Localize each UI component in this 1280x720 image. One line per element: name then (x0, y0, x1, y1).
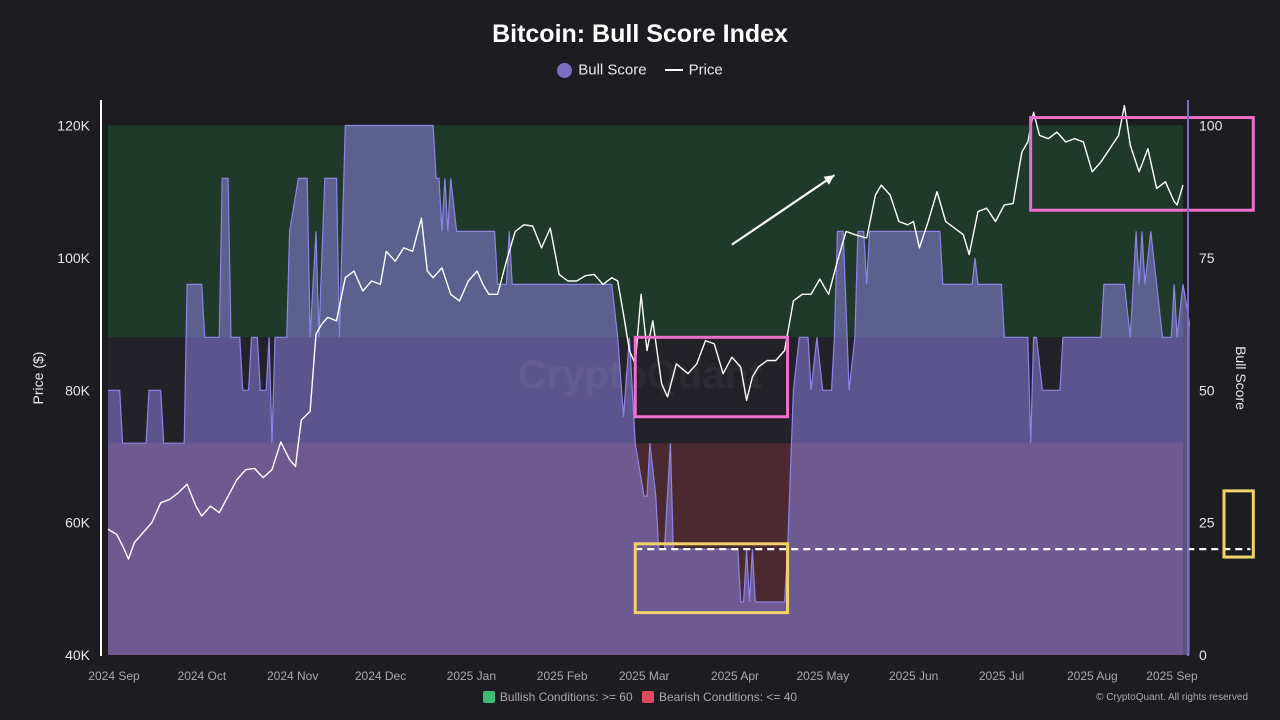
bull-score-line (108, 124, 1190, 603)
conditions-legend: Bullish Conditions: >= 60 Bearish Condit… (0, 689, 1280, 704)
highlight-box-pink-2 (1029, 116, 1255, 212)
highlight-box-yellow-1 (633, 542, 790, 615)
legend-price-label: Price (688, 61, 723, 79)
price-line (107, 104, 1184, 560)
copyright: © CryptoQuant. All rights reserved (1096, 692, 1248, 703)
y-right-tick-label: 100 (1199, 118, 1223, 134)
axes: 40K 60K 80K 100K 120K 0 25 50 75 100 2024 Sep 2024 … (57, 100, 1223, 683)
chart-title: Bitcoin: Bull Score Index (492, 20, 788, 48)
x-tick-label: 2025 Sep (1146, 669, 1198, 683)
y-axis-right-title: Bull Score (1233, 346, 1249, 410)
y-left-tick-label: 60K (65, 515, 91, 531)
y-axis-left-title: Price ($) (30, 351, 46, 405)
y-left-tick-label: 40K (65, 647, 91, 663)
x-tick-label: 2025 Jul (979, 669, 1024, 683)
trend-arrow-head (823, 175, 835, 185)
legend-price-marker (664, 69, 683, 72)
legend: Bull Score Price (0, 61, 1280, 79)
x-tick-label: 2024 Sep (88, 669, 140, 683)
price-series (107, 104, 1184, 560)
x-tick-label: 2024 Dec (355, 669, 406, 683)
bullish-label: Bullish Conditions: >= 60 (499, 689, 633, 704)
y-right-tick-label: 25 (1199, 515, 1215, 531)
trend-arrow-shaft (731, 174, 836, 246)
bull-score-area (108, 125, 1190, 655)
legend-bull-score-label: Bull Score (578, 61, 647, 79)
x-tick-label: 2024 Nov (267, 669, 318, 683)
y-right-tick-label: 75 (1199, 250, 1215, 266)
watermark: CryptoQuant (518, 353, 762, 397)
x-tick-label: 2025 Aug (1067, 669, 1118, 683)
highlight-box-pink-1 (633, 335, 790, 419)
y-left-tick-label: 120K (57, 118, 90, 134)
x-tick-label: 2025 Apr (711, 669, 759, 683)
bearish-swatch (642, 690, 654, 703)
y-right-tick-label: 0 (1199, 647, 1207, 663)
bearish-label: Bearish Conditions: <= 40 (659, 689, 798, 704)
bullish-swatch (482, 690, 495, 703)
y-right-tick-label: 50 (1199, 382, 1215, 398)
x-tick-label: 2024 Oct (178, 669, 227, 683)
y-left-tick-label: 80K (65, 382, 91, 398)
annotations (633, 116, 1255, 615)
y-left-tick-label: 100K (57, 250, 90, 266)
bullish-zone (108, 125, 1183, 338)
x-tick-label: 2025 Jun (889, 669, 938, 683)
highlight-box-yellow-2 (1222, 489, 1255, 559)
legend-bull-score-marker (557, 62, 573, 78)
bull-score-series (108, 124, 1190, 655)
x-tick-label: 2025 Feb (537, 669, 588, 683)
x-tick-label: 2025 Mar (619, 669, 670, 683)
x-tick-label: 2025 Jan (447, 669, 496, 683)
x-tick-label: 2025 May (797, 669, 850, 683)
